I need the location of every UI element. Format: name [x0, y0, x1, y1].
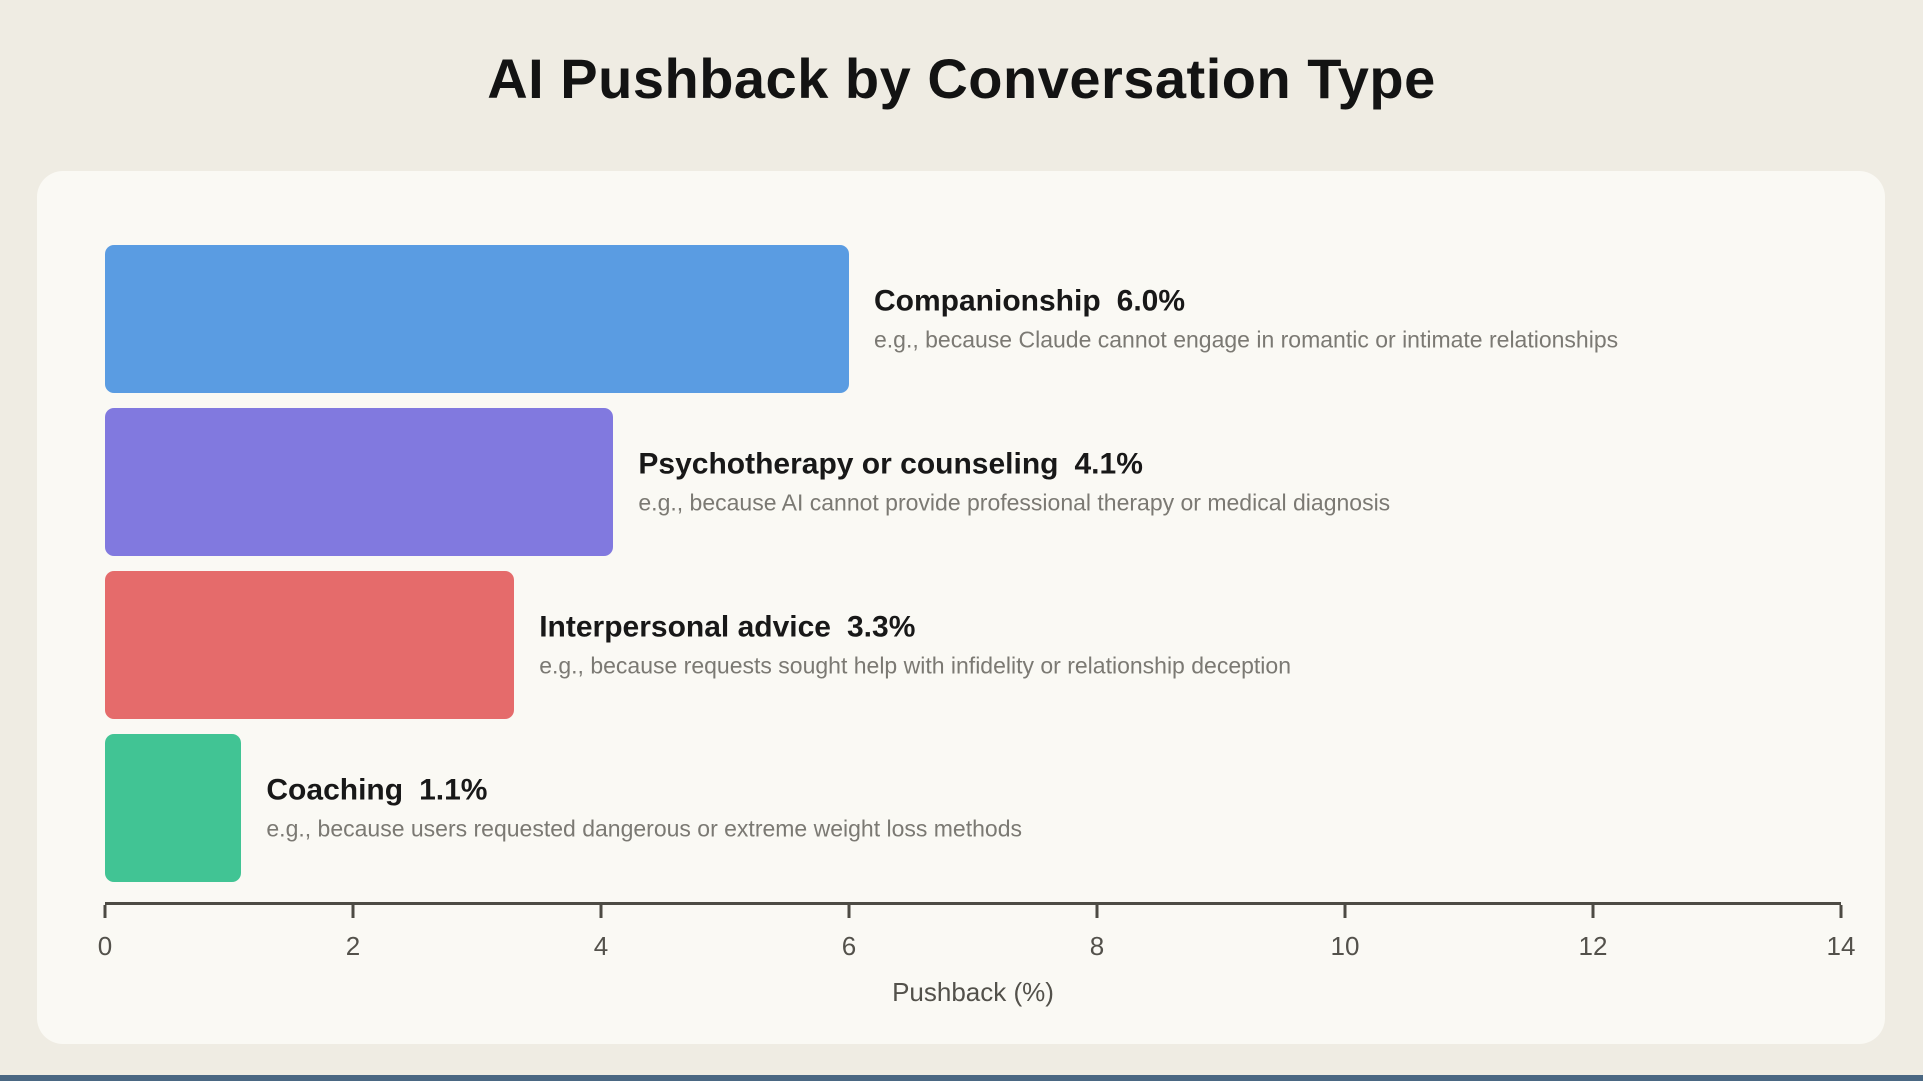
bar-label: Interpersonal advice 3.3% e.g., because re…	[539, 610, 1291, 681]
bar-value: 6.0%	[1116, 284, 1186, 318]
bar-label: Companionship 6.0% e.g., because Claude ca…	[874, 284, 1618, 355]
bar-category: Coaching	[266, 773, 404, 807]
x-axis-tick-label: 4	[593, 931, 609, 961]
bar-row: Psychotherapy or counseling 4.1% e.g., bec…	[105, 408, 1841, 556]
x-axis-tick	[599, 905, 603, 918]
x-axis-tick	[351, 905, 355, 918]
bar-row: Companionship 6.0% e.g., because Claude ca…	[105, 245, 1841, 393]
bar-companionship	[105, 245, 849, 393]
chart-card: Companionship 6.0% e.g., because Claude ca…	[37, 171, 1885, 1044]
x-axis-label: Pushback (%)	[892, 977, 1054, 1007]
bar-coaching	[105, 734, 242, 882]
bar-category-and-value: Companionship 6.0%	[874, 284, 1618, 320]
bar-label: Coaching 1.1% e.g., because users requeste…	[266, 773, 1022, 844]
plot-area: Companionship 6.0% e.g., because Claude ca…	[98, 245, 1855, 1007]
page-title: AI Pushback by Conversation Type	[487, 47, 1436, 110]
bottom-accent-strip	[0, 1075, 1923, 1081]
x-axis-tick-label: 2	[345, 931, 361, 961]
x-axis-tick	[847, 905, 851, 918]
x-axis: Pushback (%) 0 2 4 6 8 10 12 14	[98, 902, 1855, 1007]
bar-category: Interpersonal advice	[539, 610, 831, 644]
x-axis-tick-label: 6	[841, 931, 857, 961]
x-axis-tick-label: 0	[97, 931, 113, 961]
x-axis-tick	[1591, 905, 1595, 918]
x-axis-tick-label: 14	[1826, 931, 1856, 961]
bar-category: Psychotherapy or counseling	[638, 447, 1059, 481]
bar-row: Interpersonal advice 3.3% e.g., because re…	[105, 571, 1841, 719]
bar-value: 3.3%	[846, 610, 916, 644]
bar-value: 1.1%	[419, 773, 488, 807]
bar-label: Psychotherapy or counseling 4.1% e.g., bec…	[638, 447, 1390, 518]
x-axis-tick	[1343, 905, 1347, 918]
bar-category-and-value: Interpersonal advice 3.3%	[539, 610, 1291, 646]
bar-description: e.g., because AI cannot provide professi…	[638, 489, 1391, 516]
bar-description: e.g., because requests sought help with …	[539, 652, 1291, 679]
x-axis-tick-label: 8	[1089, 931, 1105, 961]
bar-row: Coaching 1.1% e.g., because users requeste…	[105, 734, 1841, 882]
x-axis-tick	[1839, 905, 1843, 918]
bar-interpersonal-advice	[105, 571, 515, 719]
x-axis-tick	[1095, 905, 1099, 918]
x-axis-tick-label: 12	[1578, 931, 1608, 961]
bar-category: Companionship	[874, 284, 1101, 318]
bar-value: 4.1%	[1074, 447, 1143, 481]
x-axis-tick-label: 10	[1330, 931, 1360, 961]
x-axis-tick	[103, 905, 107, 918]
bar-category-and-value: Psychotherapy or counseling 4.1%	[638, 447, 1390, 483]
bars-container: Companionship 6.0% e.g., because Claude ca…	[105, 245, 1841, 882]
bar-description: e.g., because users requested dangerous …	[266, 815, 1022, 842]
bar-category-and-value: Coaching 1.1%	[266, 773, 1022, 809]
bar-psychotherapy-or-counseling	[105, 408, 614, 556]
bar-description: e.g., because Claude cannot engage in ro…	[874, 326, 1619, 353]
